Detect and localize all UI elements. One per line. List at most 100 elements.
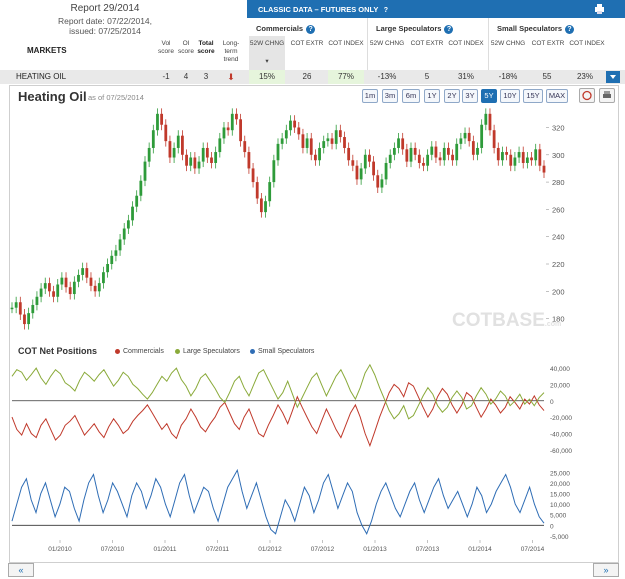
classic-data-title: CLASSIC DATA – FUTURES ONLY? [258, 5, 391, 15]
range-button-1y[interactable]: 1Y [424, 89, 440, 103]
group-commercials: Commercials? [256, 24, 316, 34]
sorted-column-cell [249, 36, 285, 70]
y-tick-label: -20,000 [550, 415, 572, 422]
candle-body [122, 228, 126, 240]
candle-body [505, 152, 508, 155]
candle-body [351, 160, 355, 166]
range-button-15y[interactable]: 15Y [523, 89, 543, 103]
candle-body [471, 141, 475, 155]
help-icon[interactable]: ? [306, 24, 316, 34]
large-52w-change: -13% [377, 72, 397, 81]
print-chart-icon[interactable] [599, 88, 615, 103]
y-tick-label: -40,000 [550, 431, 572, 438]
long-term-trend-header: Long-term trend [222, 40, 240, 63]
candle-body [181, 135, 184, 155]
sub-column-header[interactable]: COT INDEX [569, 40, 605, 47]
sub-column-header[interactable]: COT EXTR [410, 40, 444, 47]
candle-body [334, 130, 338, 144]
candle-body [255, 182, 259, 199]
candle-body [131, 206, 134, 221]
legend-large-speculators[interactable]: Large Speculators [175, 348, 240, 355]
candle-body [18, 302, 22, 315]
range-button-3m[interactable]: 3m [382, 89, 398, 103]
sub-column-header[interactable]: 52W CHNG [369, 40, 405, 47]
sub-column-header[interactable]: 52W CHNG [249, 40, 285, 47]
sub-column-header[interactable]: COT INDEX [328, 40, 364, 47]
print-icon[interactable] [594, 4, 605, 14]
candle-body [272, 160, 276, 183]
small-52w-change: -18% [498, 72, 518, 81]
x-tick-label: 01/2011 [153, 546, 176, 553]
range-button-6m[interactable]: 6m [402, 89, 420, 103]
candle-body [85, 268, 89, 278]
report-title: Report 29/2014 [70, 3, 140, 14]
candle-body [214, 152, 218, 163]
candle-body [455, 143, 459, 161]
y-tick-label: -60,000 [550, 448, 572, 455]
price-chart[interactable]: 180 200 220 240 260 280 300 320 [10, 103, 616, 340]
candle-body [347, 147, 351, 161]
chart-as-of-date: as of 07/25/2014 [88, 93, 144, 102]
candle-body [488, 113, 492, 131]
y-tick-label: 20,000 [550, 481, 570, 488]
candle-body [126, 220, 130, 229]
cot-chart[interactable]: 40,000 20,000 0 -20,000 -40,000 -60,000 25,000… [10, 360, 616, 556]
vol-score-header: Vol score [158, 40, 174, 55]
candle-body [314, 154, 317, 161]
candle-body [239, 119, 242, 142]
sub-column-header[interactable]: 52W CHNG [490, 40, 526, 47]
candle-body [517, 152, 521, 158]
range-button-10y[interactable]: 10Y [500, 89, 520, 103]
y-tick-label: 40,000 [550, 366, 570, 373]
candle-body [289, 120, 292, 131]
help-icon[interactable]: ? [381, 5, 391, 15]
scroll-left-button[interactable]: « [8, 563, 34, 577]
range-button-5y[interactable]: 5Y [481, 89, 497, 103]
candle-body [426, 154, 430, 166]
range-button-3y[interactable]: 3Y [462, 89, 478, 103]
candle-body [525, 157, 529, 163]
candle-body [384, 162, 388, 180]
market-row[interactable] [0, 70, 625, 84]
sub-column-header[interactable]: COT EXTR [531, 40, 565, 47]
legend-small-speculators[interactable]: Small Speculators [250, 348, 314, 355]
candle-body [376, 175, 380, 188]
range-button-1m[interactable]: 1m [362, 89, 378, 103]
candle-body [318, 147, 321, 161]
help-icon[interactable]: ? [444, 24, 454, 34]
candle-body [185, 154, 188, 166]
candle-body [143, 161, 147, 181]
candle-body [14, 302, 18, 308]
x-tick-label: 01/2014 [468, 546, 492, 553]
candle-body [305, 138, 309, 148]
candle-body [106, 264, 109, 273]
y-tick-label: 180 [552, 315, 565, 324]
market-name[interactable]: HEATING OIL [16, 72, 67, 81]
candle-body [447, 147, 450, 155]
candle-body [268, 182, 272, 202]
sub-column-header[interactable]: COT EXTR [290, 40, 324, 47]
range-button-max[interactable]: MAX [546, 89, 568, 103]
legend-commercials[interactable]: Commercials [115, 348, 164, 355]
scroll-right-button[interactable]: » [593, 563, 619, 577]
candle-body [413, 147, 417, 155]
candle-body [492, 130, 496, 148]
sub-column-header[interactable]: COT INDEX [448, 40, 484, 47]
report-issued-date: issued: 07/25/2014 [69, 26, 141, 36]
candle-body [380, 179, 384, 188]
candle-body [226, 127, 230, 131]
candle-body [372, 161, 375, 176]
y-tick-label: 10,000 [550, 502, 570, 509]
y-tick-label: 260 [552, 205, 565, 214]
small-speculators-line [11, 468, 545, 535]
vol-score-value: -1 [162, 72, 170, 81]
x-tick-label: 07/2012 [311, 546, 335, 553]
dropdown-toggle-icon[interactable] [606, 71, 620, 83]
x-tick-label: 07/2014 [521, 546, 545, 553]
candle-body [521, 152, 525, 163]
help-icon[interactable]: ? [565, 24, 575, 34]
group-small-speculators: Small Speculators? [497, 24, 575, 34]
range-button-2y[interactable]: 2Y [444, 89, 460, 103]
reset-zoom-icon[interactable] [579, 88, 595, 103]
candle-body [297, 127, 301, 135]
